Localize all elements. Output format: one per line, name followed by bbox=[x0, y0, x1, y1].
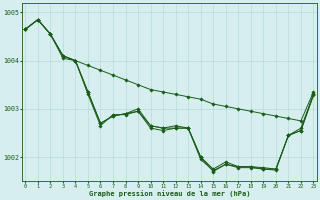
X-axis label: Graphe pression niveau de la mer (hPa): Graphe pression niveau de la mer (hPa) bbox=[89, 190, 250, 197]
